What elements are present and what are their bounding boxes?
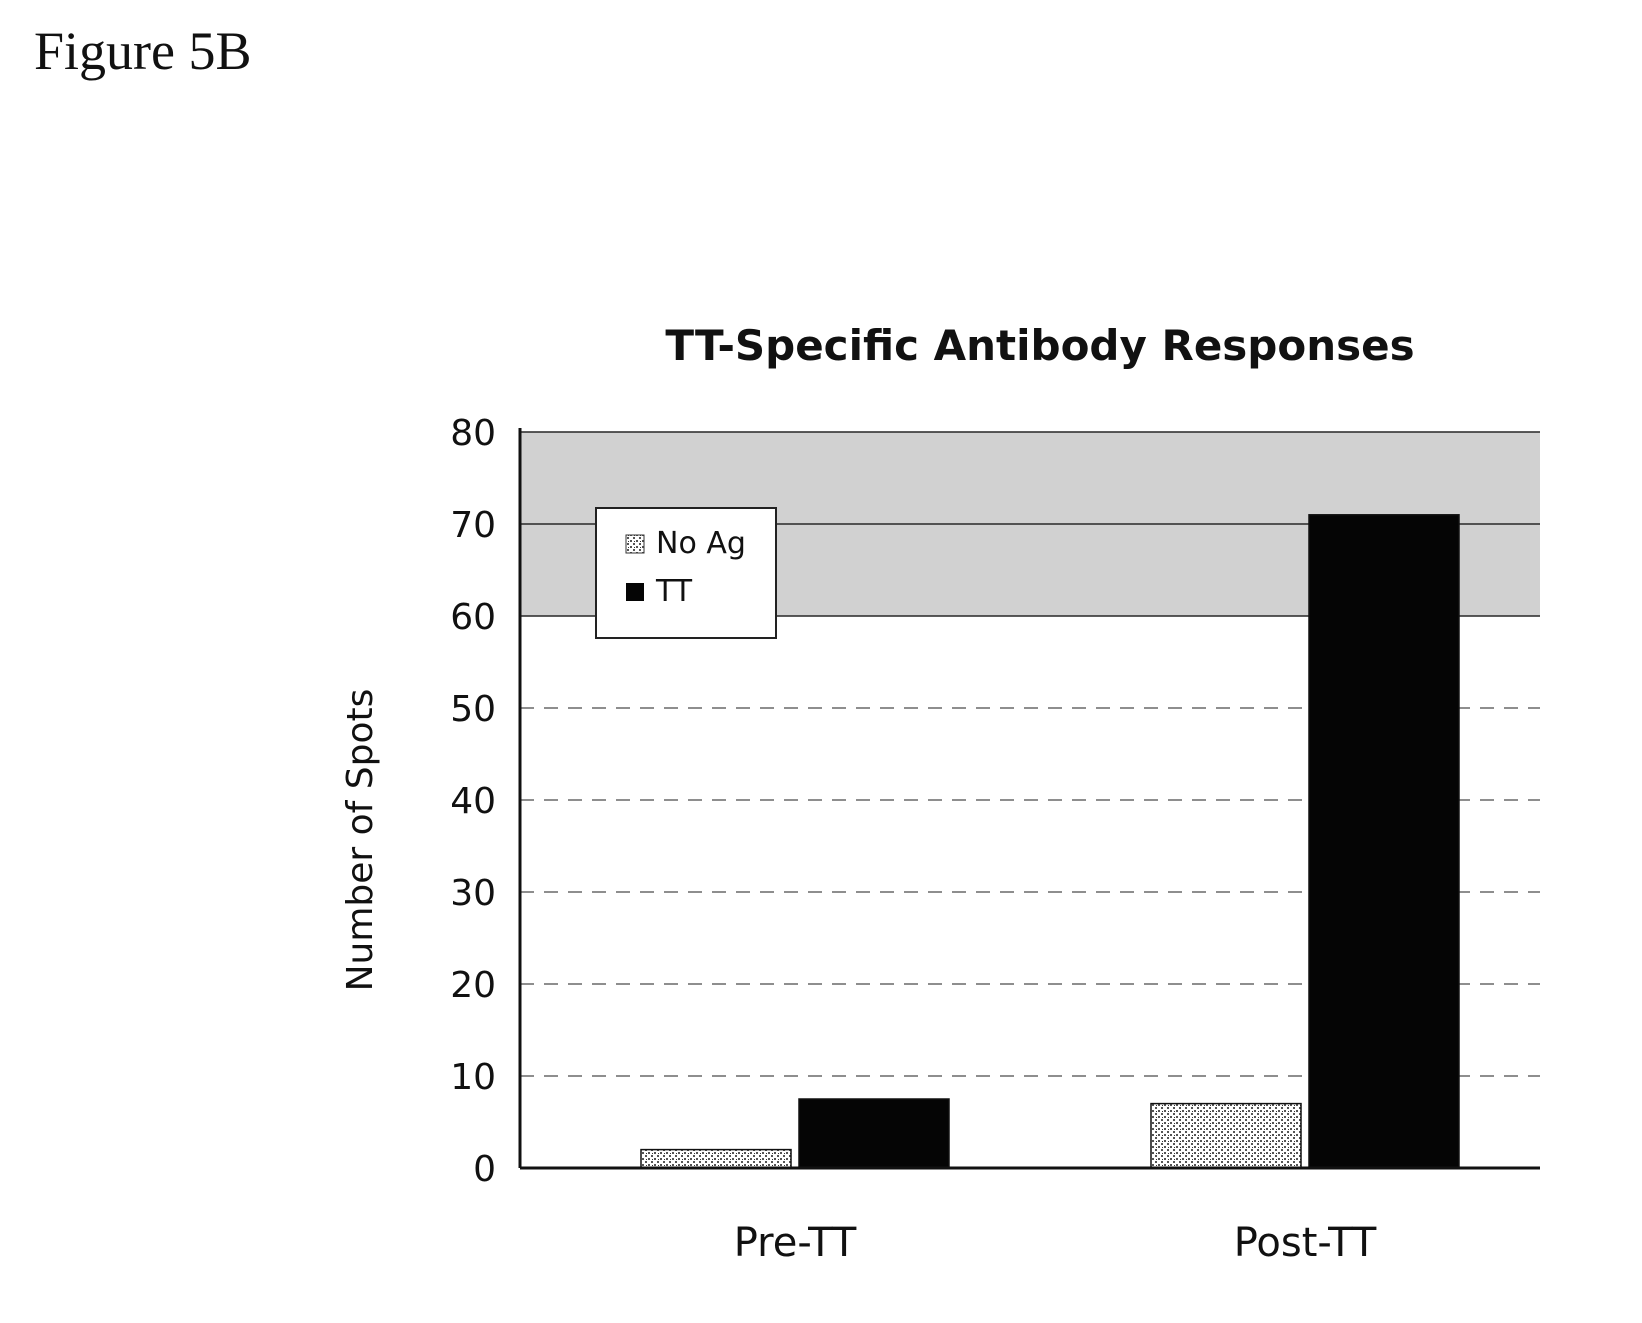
axes <box>518 428 1540 1170</box>
legend-label-no-ag: No Ag <box>656 526 746 561</box>
x-category-label: Pre-TT <box>734 1220 857 1266</box>
legend: No Ag TT <box>595 507 777 639</box>
x-category-labels: Pre-TT Post-TT <box>734 1220 1377 1266</box>
bar-layer <box>640 514 1460 1169</box>
y-tick-label: 40 <box>450 781 496 822</box>
y-tick-label: 10 <box>450 1057 496 1098</box>
y-tick-label: 70 <box>450 505 496 546</box>
y-tick-label: 30 <box>450 873 496 914</box>
y-tick-label: 50 <box>450 689 496 730</box>
bar-tt-post-tt <box>1308 514 1460 1169</box>
legend-box <box>595 507 777 639</box>
bar-no-ag-pre-tt <box>640 1148 792 1169</box>
y-tick-label: 20 <box>450 965 496 1006</box>
bar-no-ag-post-tt <box>1150 1102 1302 1169</box>
bar-tt-pre-tt <box>798 1098 950 1169</box>
legend-swatch-tt <box>626 583 644 601</box>
y-axis-label: Number of Spots <box>340 689 381 992</box>
y-tick-label: 80 <box>450 413 496 454</box>
legend-label-tt: TT <box>655 574 693 609</box>
legend-swatch-no-ag <box>625 534 645 554</box>
x-category-label: Post-TT <box>1234 1220 1377 1266</box>
y-tick-label: 0 <box>473 1149 496 1190</box>
figure-label: Figure 5B <box>34 21 252 81</box>
y-tick-label: 60 <box>450 597 496 638</box>
y-tick-labels: 0 10 20 30 40 50 60 70 80 <box>450 413 496 1190</box>
chart-title: TT-Specific Antibody Responses <box>665 321 1414 370</box>
